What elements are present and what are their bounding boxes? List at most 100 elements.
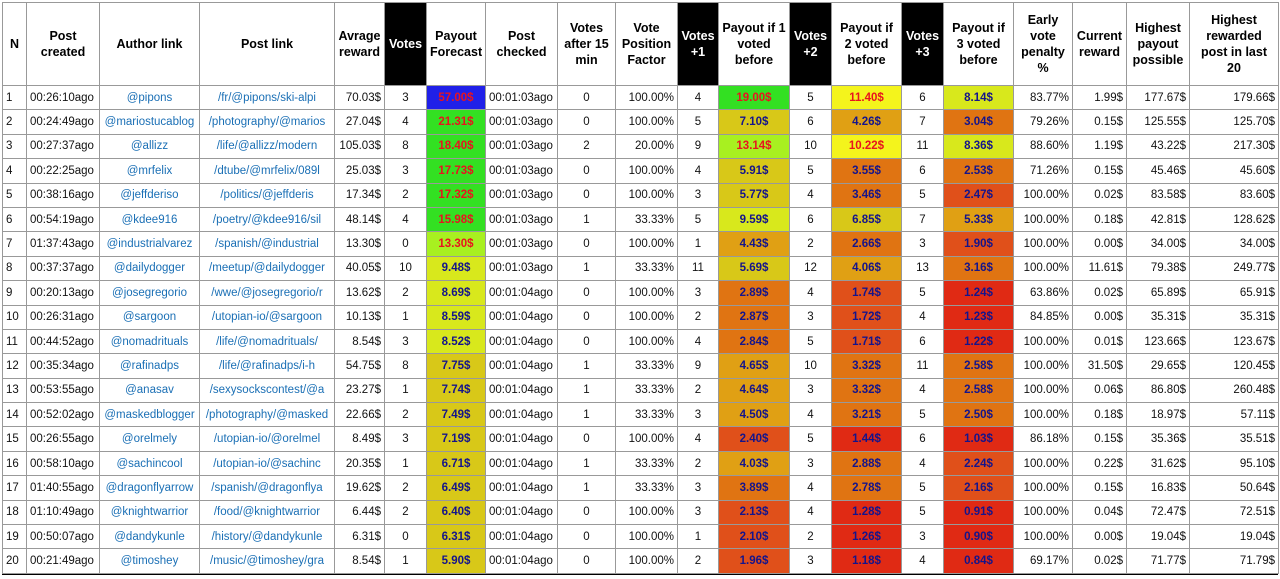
author-link[interactable]: @jeffderiso [120, 189, 179, 202]
post-cell: /politics/@jeffderis [199, 182, 335, 208]
table-cell: 8.54$ [334, 328, 385, 355]
author-link[interactable]: @mariostucablog [104, 116, 195, 129]
author-cell: @maskedblogger [99, 402, 200, 428]
payout-cell: 1.03$ [943, 426, 1014, 452]
table-cell: 33.33% [615, 255, 678, 282]
post-cell: /poetry/@kdee916/sil [199, 206, 335, 233]
payout-cell: 9.59$ [718, 206, 790, 233]
post-link[interactable]: /fr/@pipons/ski-alpi [218, 91, 316, 104]
payout-cell: 2.89$ [718, 280, 790, 306]
post-cell: /photography/@masked [199, 402, 335, 428]
column-header: Post link [199, 2, 335, 86]
table-cell: 0 [557, 109, 616, 135]
payout-cell: 8.52$ [426, 328, 486, 355]
post-link[interactable]: /poetry/@kdee916/sil [212, 213, 322, 226]
table-cell: 83.60$ [1189, 182, 1279, 208]
table-cell: 0.00$ [1072, 524, 1127, 550]
post-link[interactable]: /life/@nomadrituals/ [216, 335, 318, 348]
post-link[interactable]: /spanish/@industrial [215, 238, 319, 251]
post-link[interactable]: /life/@rafinadps/i-h [218, 359, 316, 372]
post-link[interactable]: /wwe/@josegregorio/r [211, 286, 323, 299]
table-cell: 00:01:03ago [485, 133, 558, 160]
payout-cell: 6.71$ [426, 450, 486, 477]
payout-cell: 0.91$ [943, 499, 1014, 526]
table-cell: 71.77$ [1126, 548, 1190, 574]
table-cell: 1 [557, 450, 616, 477]
post-link[interactable]: /music/@timoshey/gra [210, 555, 324, 568]
table-cell: 31.50$ [1072, 353, 1127, 379]
table-cell: 123.67$ [1189, 328, 1279, 355]
payout-cell: 1.72$ [831, 304, 902, 330]
payout-cell: 5.33$ [943, 206, 1014, 233]
table-cell: 100.00% [615, 231, 678, 257]
payout-cell: 2.47$ [943, 182, 1014, 208]
author-link[interactable]: @rafinadps [120, 359, 179, 372]
table-cell: 4 [384, 206, 427, 233]
author-link[interactable]: @sachincool [116, 457, 183, 470]
author-link[interactable]: @industrialvarez [106, 238, 193, 251]
table-cell: 31.62$ [1126, 450, 1190, 477]
post-link[interactable]: /photography/@marios [208, 116, 326, 129]
author-link[interactable]: @sargoon [122, 311, 177, 324]
table-cell: 0 [384, 524, 427, 550]
author-link[interactable]: @allizz [130, 140, 169, 153]
table-cell: 5 [901, 280, 944, 306]
author-cell: @timoshey [99, 548, 200, 574]
table-cell: 17.34$ [334, 182, 385, 208]
author-link[interactable]: @timoshey [120, 555, 179, 568]
post-link[interactable]: /utopian-io/@sargoon [211, 311, 323, 324]
table-cell: 00:01:04ago [485, 475, 558, 501]
table-cell: 128.62$ [1189, 206, 1279, 233]
table-cell: 6 [789, 206, 832, 233]
table-cell: 1 [557, 402, 616, 428]
table-cell: 10 [384, 255, 427, 282]
table-row: 17 01:40:55ago @dragonflyarrow/spanish/@dr… [2, 475, 1279, 501]
author-link[interactable]: @kdee916 [121, 213, 178, 226]
post-link[interactable]: /utopian-io/@sachinc [213, 457, 321, 470]
author-link[interactable]: @anasav [125, 384, 174, 397]
author-link[interactable]: @maskedblogger [104, 408, 195, 421]
table-cell: 4 [901, 548, 944, 574]
table-cell: 4 [901, 450, 944, 477]
post-link[interactable]: /meetup/@dailydogger [209, 262, 325, 275]
post-link[interactable]: /politics/@jeffderis [220, 189, 314, 202]
author-link[interactable]: @josegregorio [112, 286, 187, 299]
table-cell: 22.66$ [334, 402, 385, 428]
author-cell: @dandykunle [99, 524, 200, 550]
post-link[interactable]: /utopian-io/@orelmel [213, 433, 321, 446]
payout-cell: 2.84$ [718, 328, 790, 355]
payout-cell: 2.24$ [943, 450, 1014, 477]
author-link[interactable]: @knightwarrior [110, 506, 189, 519]
author-link[interactable]: @dandykunle [114, 530, 185, 543]
column-header: Post created [26, 2, 100, 86]
author-link[interactable]: @nomadrituals [110, 335, 189, 348]
post-cell: /utopian-io/@orelmel [199, 426, 335, 452]
payout-cell: 1.28$ [831, 499, 902, 526]
table-cell: 100.00% [615, 548, 678, 574]
post-link[interactable]: /dtube/@mrfelix/089l [214, 164, 320, 177]
table-cell: 3 [2, 133, 27, 160]
post-link[interactable]: /sexysockscontest/@a [209, 384, 325, 397]
table-cell: 42.81$ [1126, 206, 1190, 233]
table-row: 20 00:21:49ago @timoshey/music/@timoshey/g… [2, 548, 1279, 574]
post-link[interactable]: /photography/@masked [205, 408, 329, 421]
post-link[interactable]: /food/@knightwarrior [213, 506, 321, 519]
author-link[interactable]: @mrfelix [126, 164, 173, 177]
table-cell: 2 [677, 548, 719, 574]
post-link[interactable]: /spanish/@dragonflya [211, 481, 323, 494]
table-cell: 100.00% [615, 499, 678, 526]
post-cell: /food/@knightwarrior [199, 499, 335, 526]
post-link[interactable]: /life/@allizz/modern [216, 140, 318, 153]
payout-cell: 3.21$ [831, 402, 902, 428]
table-cell: 00:01:04ago [485, 450, 558, 477]
author-link[interactable]: @pipons [126, 91, 173, 104]
payout-cell: 5.90$ [426, 548, 486, 574]
column-header: Payout if 3 voted before [943, 2, 1014, 86]
table-cell: 0.15$ [1072, 158, 1127, 184]
author-link[interactable]: @dragonflyarrow [105, 481, 194, 494]
table-cell: 70.03$ [334, 84, 385, 111]
author-link[interactable]: @dailydogger [113, 262, 186, 275]
post-link[interactable]: /history/@dandykunle [211, 530, 323, 543]
column-header: Current reward [1072, 2, 1127, 86]
author-link[interactable]: @orelmely [121, 433, 178, 446]
